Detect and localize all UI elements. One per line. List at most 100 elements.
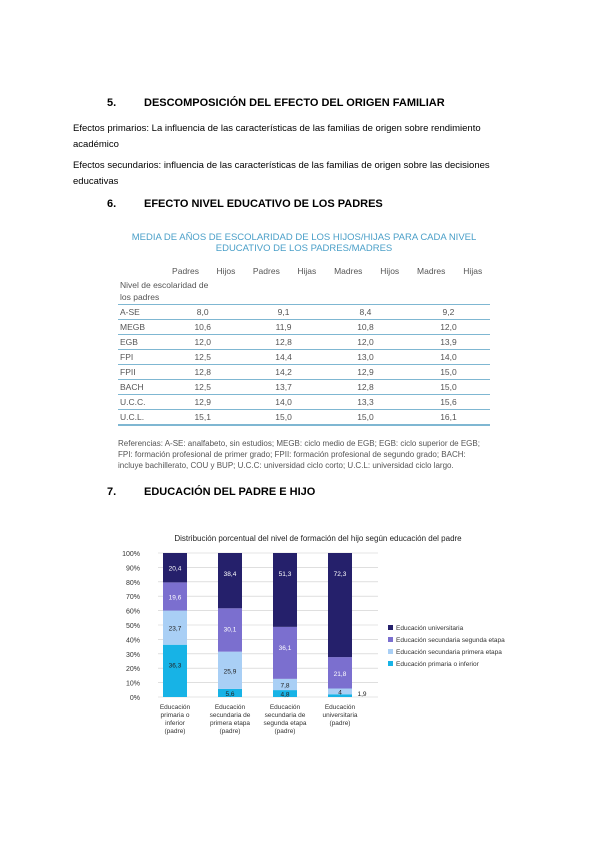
table-row: FPII 12,8 14,2 12,9 15,0 [118,364,490,380]
y-tick-label: 20% [126,666,140,673]
data-label: 36,1 [279,645,292,652]
legend-label: Educación universitaria [396,625,464,632]
row-label: A-SE [118,304,163,320]
bar-segment [328,694,352,697]
data-label: 36,3 [169,663,182,670]
table-cell: 9,1 [243,304,324,320]
table-cell: 15,0 [323,409,407,426]
data-label: 20,4 [169,566,182,573]
table-title: MEDIA DE AÑOS DE ESCOLARIDAD DE LOS HIJO… [131,232,477,254]
row-label: BACH [118,379,163,395]
bar-segment [218,608,242,652]
legend-swatch [388,637,393,642]
column-header: Hijos [216,266,236,276]
column-header: Madres [334,266,363,276]
column-header: Hijos [380,266,400,276]
table-cell: 12,5 [162,349,244,365]
data-label: 4,8 [280,692,289,699]
column-header: Madres [417,266,446,276]
bar-segment [273,553,297,627]
bar-segment [328,688,352,695]
table-cell: 12,0 [323,334,407,350]
x-tick-label: primera etapa [210,720,250,727]
row-label: FPII [118,364,163,380]
table-cell: 12,5 [162,379,244,395]
column-header: Padres [172,266,199,276]
legend-swatch [388,649,393,654]
y-tick-label: 0% [130,695,140,702]
table-references: Referencias: A-SE: analfabeto, sin estud… [118,439,480,470]
x-tick-label: (padre) [165,728,186,735]
x-tick-label: primaria o [161,712,190,719]
table-cell: 15,0 [406,364,490,380]
row-label: U.C.L. [118,409,163,426]
table-row: FPI 12,5 14,4 13,0 14,0 [118,349,490,365]
paragraph-secondary-effects: Efectos secundarios: influencia de las c… [73,160,490,187]
table-cell: 11,9 [243,319,324,335]
table-cell: 12,8 [243,334,324,350]
data-label: 5,6 [225,691,234,698]
bar-segment [218,688,242,697]
x-tick-label: Educación [270,704,301,711]
chart-title: Distribución porcentual del nivel de for… [174,534,462,543]
x-tick-label: Educación [215,704,246,711]
bar-segment [218,553,242,609]
y-tick-label: 60% [126,609,140,616]
row-header-row: Nivel de escolaridad de los padres [118,278,490,305]
stacked-bar-chart: Distribución porcentual del nivel de for… [122,534,505,735]
column-header: Hijas [463,266,483,276]
section-number: 5. [107,97,117,109]
table-row: EGB 12,0 12,8 12,0 13,9 [118,334,490,350]
x-tick-label: segunda etapa [263,720,306,727]
data-label: 25,9 [224,668,237,675]
bar-segment [273,678,297,691]
x-tick-label: (padre) [330,720,351,727]
table-row: MEGB 10,6 11,9 10,8 12,0 [118,319,490,335]
schooling-table-figure: MEDIA DE AÑOS DE ESCOLARIDAD DE LOS HIJO… [118,232,490,471]
table-cell: 12,9 [323,364,407,380]
table-cell: 13,7 [243,379,324,395]
row-label: U.C.C. [118,394,163,410]
table-cell: 15,0 [406,379,490,395]
table-cell: 8,4 [323,304,407,320]
row-label: EGB [118,334,163,350]
bar-segment [218,651,242,689]
x-tick-label: Educación [160,704,191,711]
legend-label: Educación secundaria segunda etapa [396,637,505,644]
data-label: 30,1 [224,626,237,633]
table-cell: 14,4 [243,349,324,365]
y-tick-label: 100% [122,551,140,558]
table-cell: 16,1 [406,409,490,426]
table-cell: 9,2 [406,304,490,320]
y-tick-label: 30% [126,652,140,659]
section-title: EFECTO NIVEL EDUCATIVO DE LOS PADRES [144,198,383,210]
legend-label: Educación primaria o inferior [396,661,480,668]
table-cell: 8,0 [162,304,244,320]
y-tick-label: 40% [126,637,140,644]
legend-swatch [388,625,393,630]
y-tick-label: 90% [126,565,140,572]
table-cell: 12,0 [162,334,244,350]
table-cell: 15,1 [162,409,244,426]
column-header: Padres [252,266,280,276]
section-number: 7. [107,486,117,498]
legend-label: Educación secundaria primera etapa [396,649,502,656]
section-title: EDUCACIÓN DEL PADRE E HIJO [144,486,316,498]
bar-segment [328,657,352,689]
x-tick-label: secundaria de [265,712,306,719]
data-label: 51,3 [279,571,292,578]
row-label: MEGB [118,319,163,335]
table-cell: 15,0 [243,409,324,426]
table-cell: 14,0 [243,394,324,410]
table-cell: 10,6 [162,319,244,335]
table-cell: 12,0 [406,319,490,335]
table-row: U.C.L. 15,1 15,0 15,0 16,1 [118,409,490,426]
table-cell: 15,6 [406,394,490,410]
table-cell: 14,0 [406,349,490,365]
bar-segment [163,644,187,697]
y-tick-label: 80% [126,580,140,587]
table-cell: 10,8 [323,319,407,335]
column-header: Hijas [297,266,317,276]
x-tick-label: universitaria [322,712,357,719]
